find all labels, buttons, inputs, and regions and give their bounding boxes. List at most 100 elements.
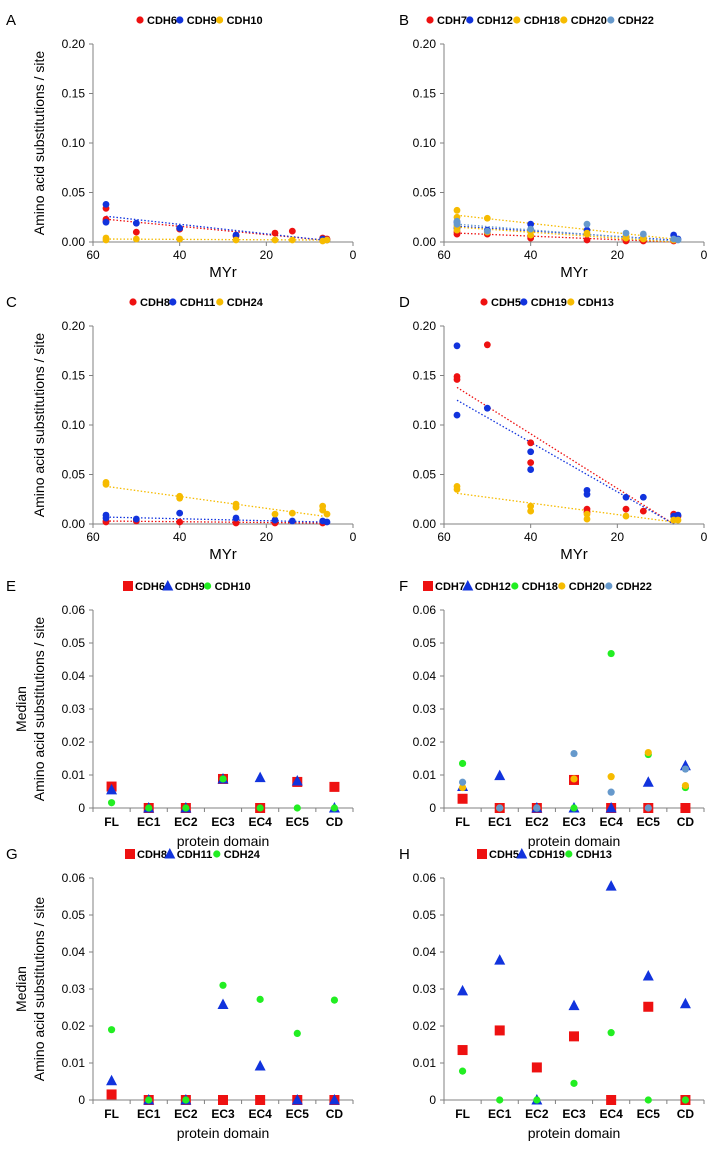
trend-line-cdh19 xyxy=(456,399,674,525)
data-point xyxy=(583,236,591,244)
data-point xyxy=(605,802,617,813)
x-tick-label: 0 xyxy=(701,248,708,262)
y-axis-label: Amino acid substitutions / site xyxy=(31,51,47,236)
legend-marker xyxy=(169,298,177,306)
data-point xyxy=(453,376,461,383)
x-tick-label: 40 xyxy=(173,248,187,262)
legend-item: CDH20 xyxy=(558,581,605,593)
trend-line-cdh13 xyxy=(456,492,674,523)
x-category-label: CD xyxy=(677,815,695,829)
series-cdh18 xyxy=(458,649,690,812)
panel-letter: D xyxy=(399,294,410,311)
legend-label: CDH11 xyxy=(177,849,212,861)
data-point xyxy=(583,490,591,498)
panel-letter: E xyxy=(6,578,16,595)
data-point xyxy=(569,1031,579,1042)
legend-marker xyxy=(204,582,212,590)
data-point xyxy=(527,439,535,447)
x-category-label: EC4 xyxy=(599,1107,623,1121)
legend-label: CDH7 xyxy=(435,581,465,593)
legend-item: CDH9 xyxy=(176,15,217,27)
data-point xyxy=(570,775,578,783)
legend-item: CDH13 xyxy=(567,297,614,309)
panel-letter: B xyxy=(399,12,409,29)
y-tick-label: 0.04 xyxy=(413,945,437,959)
legend-marker xyxy=(164,848,176,859)
legend-item: CDH18 xyxy=(513,15,560,27)
x-tick-label: 60 xyxy=(86,248,100,262)
data-point xyxy=(254,1059,266,1071)
data-point xyxy=(106,783,118,795)
x-category-label: CD xyxy=(326,815,344,829)
legend-item: CDH6 xyxy=(136,15,177,27)
data-point xyxy=(102,514,110,522)
legend-label: CDH19 xyxy=(529,849,565,861)
y-tick-label: 0.03 xyxy=(62,982,86,996)
y-tick-label: 0.10 xyxy=(62,418,86,432)
trend-line-cdh8 xyxy=(105,520,323,524)
series-cdh19 xyxy=(453,342,682,520)
legend-label: CDH24 xyxy=(227,297,264,309)
legend-label: CDH6 xyxy=(147,15,177,27)
legend-label: CDH12 xyxy=(475,581,511,593)
legend-label: CDH18 xyxy=(522,581,558,593)
y-tick-label: 0.05 xyxy=(62,636,86,650)
legend-item: CDH19 xyxy=(516,848,565,861)
legend-label: CDH6 xyxy=(135,581,165,593)
x-axis-label: protein domain xyxy=(177,1125,270,1141)
y-tick-label: 0.20 xyxy=(413,319,437,333)
data-point xyxy=(232,519,240,527)
data-point xyxy=(570,749,578,758)
data-point xyxy=(568,999,580,1011)
legend-label: CDH22 xyxy=(618,15,654,27)
data-point xyxy=(271,510,279,518)
data-point xyxy=(607,1029,615,1037)
legend-label: CDH10 xyxy=(227,15,263,27)
x-axis-label: protein domain xyxy=(528,1125,621,1141)
y-tick-label: 0.06 xyxy=(62,871,86,885)
x-category-label: FL xyxy=(455,1107,470,1121)
panel-e: E 0 0.01 0.02 0.03 0.04 0.05 0.06 FL EC1 EC2 EC3 EC4… xyxy=(6,578,354,849)
y-tick-label: 0.01 xyxy=(413,768,437,782)
trend-line-cdh18 xyxy=(456,214,674,240)
data-point xyxy=(496,1096,504,1104)
legend-item: CDH22 xyxy=(607,15,654,27)
legend-item: CDH12 xyxy=(466,15,513,27)
series-cdh24 xyxy=(102,479,331,518)
legend-item: CDH12 xyxy=(462,580,511,593)
y-axis-label: Amino acid substitutions / site xyxy=(31,333,47,518)
data-point xyxy=(674,511,682,519)
series-cdh19 xyxy=(457,880,691,1105)
y-axis-label-line2: Amino acid substitutions / site xyxy=(31,617,47,802)
data-point xyxy=(583,229,591,237)
legend-marker xyxy=(162,580,174,591)
trend-line-cdh6 xyxy=(105,218,323,241)
legend-marker xyxy=(129,298,137,306)
data-point xyxy=(256,804,264,812)
legend-marker xyxy=(466,16,474,24)
x-category-label: EC3 xyxy=(211,1107,235,1121)
data-point xyxy=(453,206,461,214)
x-tick-label: 20 xyxy=(260,530,274,544)
data-point xyxy=(329,781,340,792)
data-point xyxy=(453,342,461,350)
legend-item: CDH24 xyxy=(213,849,261,861)
data-point xyxy=(570,1079,578,1087)
legend-marker xyxy=(520,298,528,306)
x-tick-label: 60 xyxy=(437,530,451,544)
y-tick-label: 0.00 xyxy=(413,235,437,249)
panel-f: F 0 0.01 0.02 0.03 0.04 0.05 0.06 FL EC1 EC2 EC3 EC4… xyxy=(399,578,705,849)
legend-label: CDH7 xyxy=(437,15,467,27)
y-axis-label-line1: Median xyxy=(13,966,29,1012)
x-category-label: EC5 xyxy=(286,1107,310,1121)
legend-marker xyxy=(513,16,521,24)
data-point xyxy=(323,518,331,526)
legend-label: CDH10 xyxy=(215,581,251,593)
data-point xyxy=(622,234,630,242)
panel-b: B 0.00 0.05 0.10 0.15 0.20 60 40 20 0 MYr CDH7 CDH12… xyxy=(399,12,708,281)
data-point xyxy=(319,506,327,514)
x-axis-label: protein domain xyxy=(177,833,270,849)
data-point xyxy=(639,493,647,501)
legend-item: CDH22 xyxy=(605,581,652,593)
